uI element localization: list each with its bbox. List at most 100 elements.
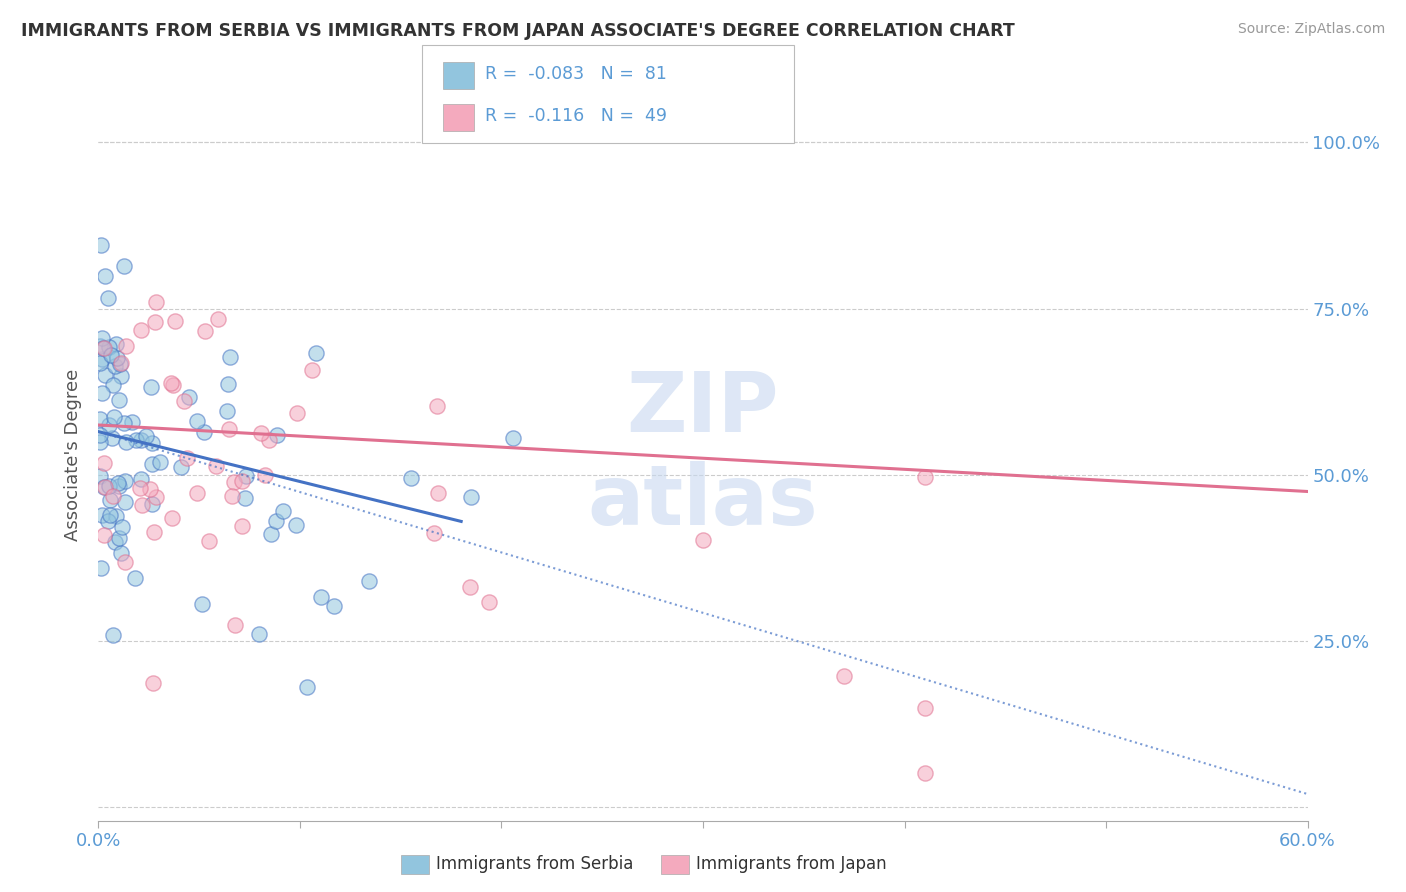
Point: [914, 701, 936, 715]
Point: [141, 435, 163, 450]
Point: [89, 356, 111, 370]
Y-axis label: Associate's Degree: Associate's Degree: [65, 368, 83, 541]
Point: [160, 376, 183, 391]
Point: [219, 350, 242, 364]
Point: [149, 455, 172, 469]
Point: [110, 356, 132, 370]
Point: [357, 574, 380, 589]
Point: [93, 480, 115, 494]
Point: [460, 580, 482, 594]
Point: [91, 341, 114, 355]
Point: [131, 323, 153, 337]
Point: [93, 456, 115, 470]
Point: [218, 422, 240, 436]
Point: [139, 380, 162, 394]
Point: [105, 351, 128, 365]
Point: [112, 416, 135, 430]
Point: [162, 378, 184, 392]
Point: [89, 468, 111, 483]
Point: [284, 518, 307, 533]
Text: Immigrants from Japan: Immigrants from Japan: [696, 855, 887, 873]
Text: IMMIGRANTS FROM SERBIA VS IMMIGRANTS FROM JAPAN ASSOCIATE'S DEGREE CORRELATION C: IMMIGRANTS FROM SERBIA VS IMMIGRANTS FRO…: [21, 22, 1015, 40]
Point: [142, 525, 165, 540]
Point: [94, 480, 117, 494]
Point: [247, 627, 270, 641]
Point: [90, 351, 112, 366]
Point: [114, 495, 136, 509]
Point: [914, 765, 936, 780]
Point: [478, 595, 501, 609]
Text: Immigrants from Serbia: Immigrants from Serbia: [436, 855, 633, 873]
Text: ZIP
atlas: ZIP atlas: [588, 368, 818, 542]
Point: [100, 492, 122, 507]
Point: [98, 508, 121, 523]
Point: [217, 376, 239, 391]
Point: [266, 428, 288, 442]
Point: [191, 597, 214, 611]
Point: [107, 476, 129, 491]
Point: [90, 386, 112, 401]
Point: [233, 491, 256, 505]
Point: [231, 474, 253, 488]
Point: [115, 435, 138, 450]
Point: [125, 433, 148, 447]
Point: [231, 518, 253, 533]
Point: [104, 509, 127, 524]
Point: [91, 331, 114, 345]
Point: [104, 336, 127, 351]
Point: [103, 409, 125, 424]
Point: [101, 628, 124, 642]
Point: [97, 340, 120, 354]
Point: [97, 291, 120, 305]
Point: [104, 535, 127, 549]
Point: [141, 497, 163, 511]
Point: [90, 561, 112, 575]
Point: [129, 433, 152, 447]
Point: [323, 599, 346, 613]
Point: [295, 680, 318, 694]
Point: [914, 469, 936, 483]
Point: [207, 311, 229, 326]
Point: [692, 533, 714, 548]
Point: [142, 676, 165, 690]
Point: [97, 514, 120, 528]
Point: [93, 341, 115, 355]
Point: [110, 368, 132, 383]
Point: [224, 618, 246, 632]
Point: [135, 429, 157, 443]
Point: [108, 479, 131, 493]
Point: [194, 324, 217, 338]
Text: R =  -0.116   N =  49: R = -0.116 N = 49: [485, 107, 666, 125]
Point: [93, 528, 115, 542]
Point: [186, 486, 208, 500]
Point: [177, 390, 200, 404]
Point: [186, 413, 208, 427]
Point: [170, 460, 193, 475]
Point: [131, 498, 153, 512]
Point: [108, 531, 131, 545]
Point: [107, 393, 129, 408]
Point: [89, 412, 111, 426]
Point: [111, 520, 134, 534]
Point: [94, 268, 117, 283]
Point: [460, 490, 482, 504]
Point: [115, 339, 138, 353]
Point: [253, 467, 276, 482]
Point: [832, 668, 855, 682]
Point: [399, 471, 422, 485]
Point: [176, 450, 198, 465]
Point: [309, 590, 332, 604]
Point: [204, 458, 226, 473]
Point: [271, 504, 294, 518]
Point: [110, 546, 132, 560]
Point: [163, 314, 186, 328]
Point: [121, 415, 143, 429]
Point: [124, 570, 146, 584]
Point: [91, 508, 114, 523]
Point: [285, 406, 308, 420]
Point: [193, 425, 215, 439]
Point: [89, 435, 111, 450]
Point: [143, 315, 166, 329]
Point: [427, 485, 450, 500]
Text: Source: ZipAtlas.com: Source: ZipAtlas.com: [1237, 22, 1385, 37]
